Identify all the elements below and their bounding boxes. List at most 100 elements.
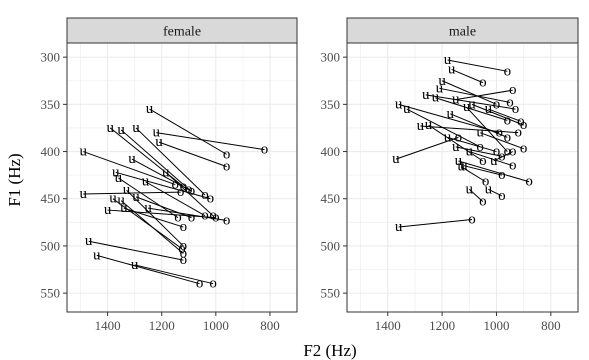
point-label-u: u — [117, 122, 125, 138]
plot-background — [347, 43, 578, 312]
formant-trajectory-line — [439, 87, 511, 103]
point-label-o: o — [223, 159, 231, 175]
point-label-o: o — [498, 167, 506, 183]
formant-trajectory-line — [115, 171, 211, 200]
point-label-u: u — [463, 99, 471, 115]
formant-trajectory-line — [88, 240, 184, 261]
formant-trajectory-line — [471, 103, 524, 126]
point-label-o: o — [512, 101, 520, 117]
y-tick-label: 350 — [321, 97, 341, 112]
point-label-u: u — [447, 106, 455, 122]
point-label-o: o — [201, 187, 209, 203]
x-axis-title: F2 (Hz) — [303, 341, 356, 360]
point-label-u: u — [438, 73, 446, 89]
formant-trajectory-line — [468, 188, 484, 202]
formant-trajectory-line — [425, 94, 516, 110]
point-label-o: o — [517, 113, 525, 129]
point-label-u: u — [422, 87, 430, 103]
point-label-o: o — [455, 129, 463, 145]
point-label-o: o — [180, 252, 188, 268]
x-tick-label: 1000 — [483, 318, 509, 333]
point-label-o: o — [180, 219, 188, 235]
x-tick-label: 1200 — [149, 318, 175, 333]
panel-strip-label: female — [163, 25, 201, 40]
formant-trajectory-line — [450, 113, 508, 138]
point-label-o: o — [174, 210, 182, 226]
point-label-o: o — [493, 144, 501, 160]
point-label-o: o — [223, 146, 231, 162]
formant-trajectory-line — [447, 59, 508, 72]
point-label-u: u — [153, 125, 161, 141]
point-label-u: u — [466, 144, 474, 160]
point-label-o: o — [207, 191, 215, 207]
point-label-u: u — [432, 90, 440, 106]
point-label-u: u — [490, 153, 498, 169]
point-label-o: o — [482, 174, 490, 190]
point-label-o: o — [504, 63, 512, 79]
point-label-u: u — [457, 159, 465, 175]
point-label-o: o — [178, 241, 186, 257]
y-axis-title: F1 (Hz) — [5, 153, 24, 206]
point-label-u: u — [395, 219, 403, 235]
point-label-u: u — [425, 117, 433, 133]
point-label-o: o — [493, 96, 501, 112]
x-tick-label: 1400 — [95, 318, 121, 333]
point-label-u: u — [144, 200, 152, 216]
x-tick-label: 1200 — [429, 318, 455, 333]
x-tick-label: 1000 — [203, 318, 229, 333]
point-label-o: o — [509, 144, 517, 160]
point-label-u: u — [485, 101, 493, 117]
point-label-o: o — [188, 210, 196, 226]
y-tick-label: 300 — [321, 50, 341, 65]
panel-strip — [66, 17, 298, 44]
formant-trajectory-line — [458, 160, 530, 183]
point-label-u: u — [460, 158, 468, 174]
point-label-u: u — [131, 257, 139, 273]
plot-background — [67, 43, 297, 312]
point-label-u: u — [392, 151, 400, 167]
formant-trajectory-line — [148, 207, 227, 221]
point-label-u: u — [485, 181, 493, 197]
point-label-u: u — [146, 101, 154, 117]
point-label-o: o — [209, 276, 217, 292]
formant-trajectory-line — [479, 132, 524, 150]
point-label-u: u — [155, 134, 163, 150]
formant-trajectory-line — [83, 151, 176, 186]
point-label-u: u — [466, 181, 474, 197]
point-label-o: o — [177, 184, 185, 200]
formant-trajectory-line — [451, 68, 484, 84]
point-label-u: u — [120, 200, 128, 216]
point-label-o: o — [520, 141, 528, 157]
y-tick-label: 450 — [321, 191, 341, 206]
point-label-u: u — [455, 153, 463, 169]
y-tick-label: 500 — [41, 238, 61, 253]
formant-trajectory-line — [135, 127, 206, 196]
formant-trajectory-line — [460, 166, 486, 183]
formant-trajectory-line — [131, 158, 192, 192]
formant-trajectory-line — [135, 196, 192, 219]
y-tick-label: 450 — [41, 191, 61, 206]
point-label-o: o — [479, 194, 487, 210]
point-label-o: o — [509, 82, 517, 98]
formant-trajectory-line — [158, 141, 227, 168]
formant-trajectory-line — [112, 198, 183, 250]
formant-trajectory-line — [488, 108, 522, 122]
formant-trajectory-line — [149, 108, 227, 155]
point-label-o: o — [504, 144, 512, 160]
point-label-u: u — [448, 61, 456, 77]
point-label-u: u — [85, 233, 93, 249]
point-label-o: o — [520, 117, 528, 133]
point-label-u: u — [444, 52, 452, 68]
formant-trajectory-line — [395, 136, 459, 160]
point-label-u: u — [417, 118, 425, 134]
point-label-u: u — [162, 164, 170, 180]
formant-trajectory-line — [469, 151, 513, 167]
formant-trajectory-line — [420, 125, 519, 134]
point-label-o: o — [201, 208, 209, 224]
point-label-o: o — [180, 245, 188, 261]
point-label-o: o — [506, 94, 514, 110]
formant-trajectory-line — [441, 80, 497, 105]
formant-trajectory-line — [96, 254, 200, 285]
